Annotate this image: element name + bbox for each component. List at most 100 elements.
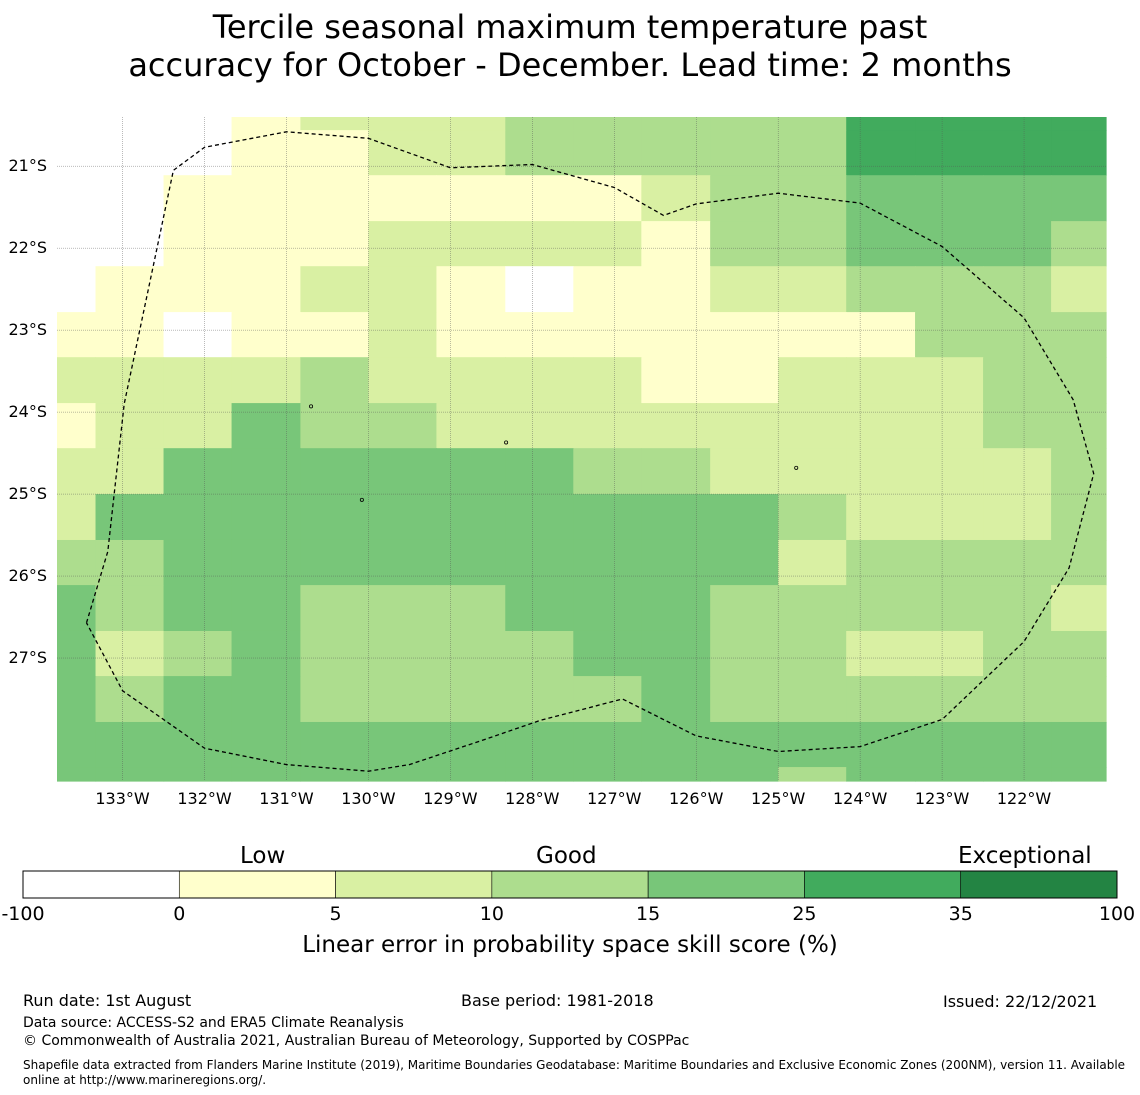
grid-cell bbox=[846, 130, 916, 176]
grid-cell bbox=[57, 767, 97, 782]
grid-cell bbox=[641, 585, 711, 632]
grid-cell bbox=[778, 266, 847, 313]
grid-cell bbox=[163, 221, 233, 267]
grid-cell bbox=[1051, 494, 1107, 541]
grid-cell bbox=[231, 357, 301, 404]
longitude-label: 132°W bbox=[177, 789, 232, 808]
skill-grid bbox=[57, 117, 1107, 782]
grid-cell bbox=[368, 130, 438, 176]
longitude-label: 123°W bbox=[914, 789, 970, 808]
grid-cell bbox=[57, 403, 97, 449]
grid-cell bbox=[368, 357, 438, 404]
grid-cell bbox=[57, 585, 97, 632]
grid-cell bbox=[163, 767, 233, 782]
grid-cell bbox=[1051, 117, 1107, 131]
grid-cell bbox=[57, 221, 97, 267]
grid-cell bbox=[778, 130, 847, 176]
grid-cell bbox=[573, 117, 642, 131]
grid-cell bbox=[846, 117, 916, 131]
grid-cell bbox=[505, 117, 574, 131]
grid-cell bbox=[95, 130, 165, 176]
map-title-line-2: accuracy for October - December. Lead ti… bbox=[128, 46, 1012, 84]
grid-cell bbox=[368, 721, 438, 768]
grid-cell bbox=[846, 767, 916, 782]
grid-cell bbox=[95, 630, 165, 677]
grid-cell bbox=[163, 448, 233, 495]
grid-cell bbox=[983, 117, 1052, 131]
grid-cell bbox=[505, 721, 574, 768]
grid-cell bbox=[231, 494, 301, 541]
grid-cell bbox=[57, 676, 97, 723]
longitude-label: 133°W bbox=[95, 789, 150, 808]
longitude-label: 127°W bbox=[587, 789, 642, 808]
grid-cell bbox=[915, 494, 984, 541]
island-marker bbox=[309, 404, 314, 409]
base-period: Base period: 1981-2018 bbox=[461, 991, 654, 1010]
grid-cell bbox=[300, 585, 370, 632]
grid-cell bbox=[710, 721, 779, 768]
grid-cell bbox=[95, 767, 165, 782]
grid-cell bbox=[710, 676, 779, 723]
grid-cell bbox=[641, 130, 711, 176]
grid-cell bbox=[95, 221, 165, 267]
grid-cell bbox=[231, 266, 301, 313]
grid-cell bbox=[915, 403, 984, 449]
grid-cell bbox=[710, 494, 779, 541]
grid-cell bbox=[231, 130, 301, 176]
grid-cell bbox=[1051, 357, 1107, 404]
grid-cell bbox=[915, 448, 984, 495]
grid-cell bbox=[915, 585, 984, 632]
grid-cell bbox=[573, 175, 642, 222]
grid-cell bbox=[641, 117, 711, 131]
grid-cell bbox=[641, 767, 711, 782]
grid-cell bbox=[57, 312, 97, 358]
shapefile-credit-line-1: Shapefile data extracted from Flanders M… bbox=[23, 1058, 1126, 1072]
grid-cell bbox=[983, 130, 1052, 176]
run-date: Run date: 1st August bbox=[23, 991, 192, 1010]
grid-cell bbox=[915, 312, 984, 358]
grid-cell bbox=[368, 117, 438, 131]
grid-cell bbox=[983, 221, 1052, 267]
grid-cell bbox=[641, 721, 711, 768]
grid-cell bbox=[573, 585, 642, 632]
data-source: Data source: ACCESS-S2 and ERA5 Climate … bbox=[23, 1015, 404, 1031]
grid-cell bbox=[573, 266, 642, 313]
grid-cell bbox=[915, 175, 984, 222]
shapefile-credit-line-2: online at http://www.marineregions.org/. bbox=[23, 1073, 267, 1087]
grid-cell bbox=[163, 494, 233, 541]
eez-boundary-layer bbox=[85, 131, 1095, 772]
grid-cell bbox=[641, 676, 711, 723]
grid-cell bbox=[505, 448, 574, 495]
grid-cell bbox=[778, 585, 847, 632]
grid-cell bbox=[368, 630, 438, 677]
grid-cell bbox=[57, 494, 97, 541]
grid-cell bbox=[641, 357, 711, 404]
grid-cell bbox=[573, 767, 642, 782]
grid-cell bbox=[368, 494, 438, 541]
grid-cell bbox=[983, 175, 1052, 222]
grid-cell bbox=[57, 539, 97, 586]
grid-cell bbox=[163, 312, 233, 358]
grid-cell bbox=[505, 676, 574, 723]
grid-cell bbox=[983, 403, 1052, 449]
graticule bbox=[57, 117, 1106, 781]
grid-cell bbox=[710, 539, 779, 586]
grid-cell bbox=[915, 117, 984, 131]
grid-cell bbox=[505, 494, 574, 541]
grid-cell bbox=[231, 630, 301, 677]
grid-cell bbox=[436, 175, 506, 222]
grid-cell bbox=[95, 312, 165, 358]
longitude-label: 129°W bbox=[423, 789, 478, 808]
grid-cell bbox=[95, 357, 165, 404]
grid-cell bbox=[846, 403, 916, 449]
grid-cell bbox=[710, 585, 779, 632]
grid-cell bbox=[983, 448, 1052, 495]
island-marker bbox=[794, 465, 799, 470]
category-exceptional-label: Exceptional bbox=[958, 843, 1092, 869]
grid-cell bbox=[641, 494, 711, 541]
grid-cell bbox=[915, 767, 984, 782]
longitude-label: 128°W bbox=[505, 789, 560, 808]
grid-cell bbox=[436, 357, 506, 404]
grid-cell bbox=[300, 175, 370, 222]
grid-cell bbox=[983, 494, 1052, 541]
